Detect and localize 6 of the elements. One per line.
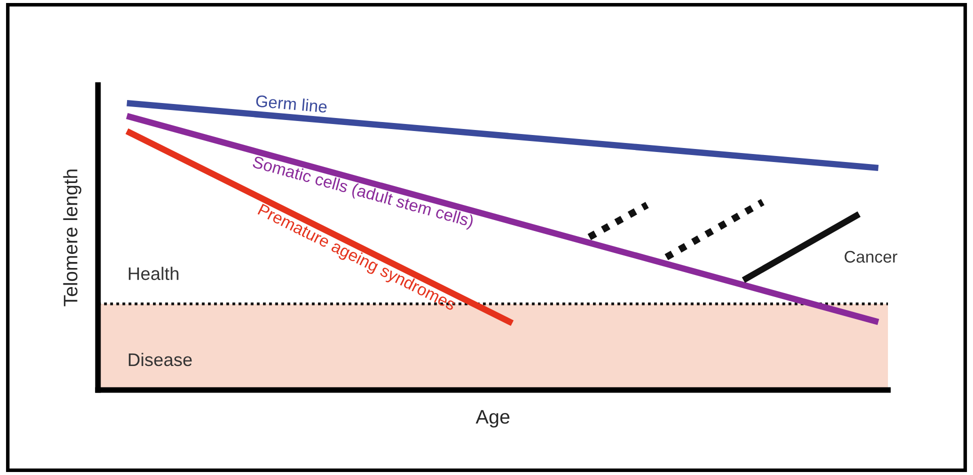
band-label: Disease bbox=[128, 352, 192, 366]
series-label: Germ line bbox=[256, 94, 328, 113]
x-axis-title: Age bbox=[476, 410, 510, 428]
series-label: Cancer bbox=[844, 250, 898, 263]
ref-line-label: Health bbox=[128, 266, 178, 280]
y-axis-title: Telomere length bbox=[63, 170, 82, 306]
